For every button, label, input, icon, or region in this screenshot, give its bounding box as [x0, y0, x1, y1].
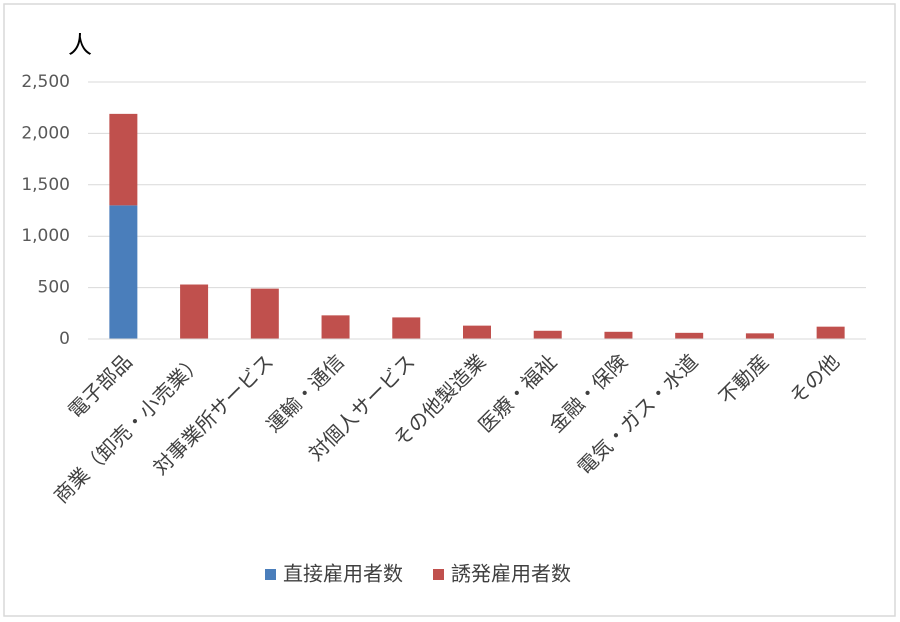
bar-segment [109, 113, 138, 206]
legend-label: 誘発雇用者数 [451, 562, 571, 586]
chart-frame [3, 3, 896, 617]
bar-segment [250, 288, 279, 339]
y-tick-label: 2,500 [21, 72, 70, 92]
bar-segment [604, 331, 633, 339]
bar-segment [745, 333, 774, 339]
bar-segment [675, 332, 704, 339]
legend-label: 直接雇用者数 [283, 562, 403, 586]
y-tick-label: 0 [59, 329, 70, 349]
bar-segment [180, 284, 209, 339]
y-tick-label: 2,000 [21, 123, 70, 143]
bar-segment [109, 205, 138, 339]
bar-segment [816, 326, 845, 339]
y-tick-label: 1,000 [21, 226, 70, 246]
y-tick-label: 1,500 [21, 175, 70, 195]
y-tick-label: 500 [38, 278, 70, 298]
bar-segment [321, 315, 350, 339]
bar-segment [533, 330, 562, 339]
legend-swatch [265, 569, 276, 580]
bar-segment [463, 325, 491, 339]
y-axis-label: 人 [68, 31, 92, 59]
legend-swatch [433, 569, 444, 580]
bar-segment [392, 317, 421, 339]
